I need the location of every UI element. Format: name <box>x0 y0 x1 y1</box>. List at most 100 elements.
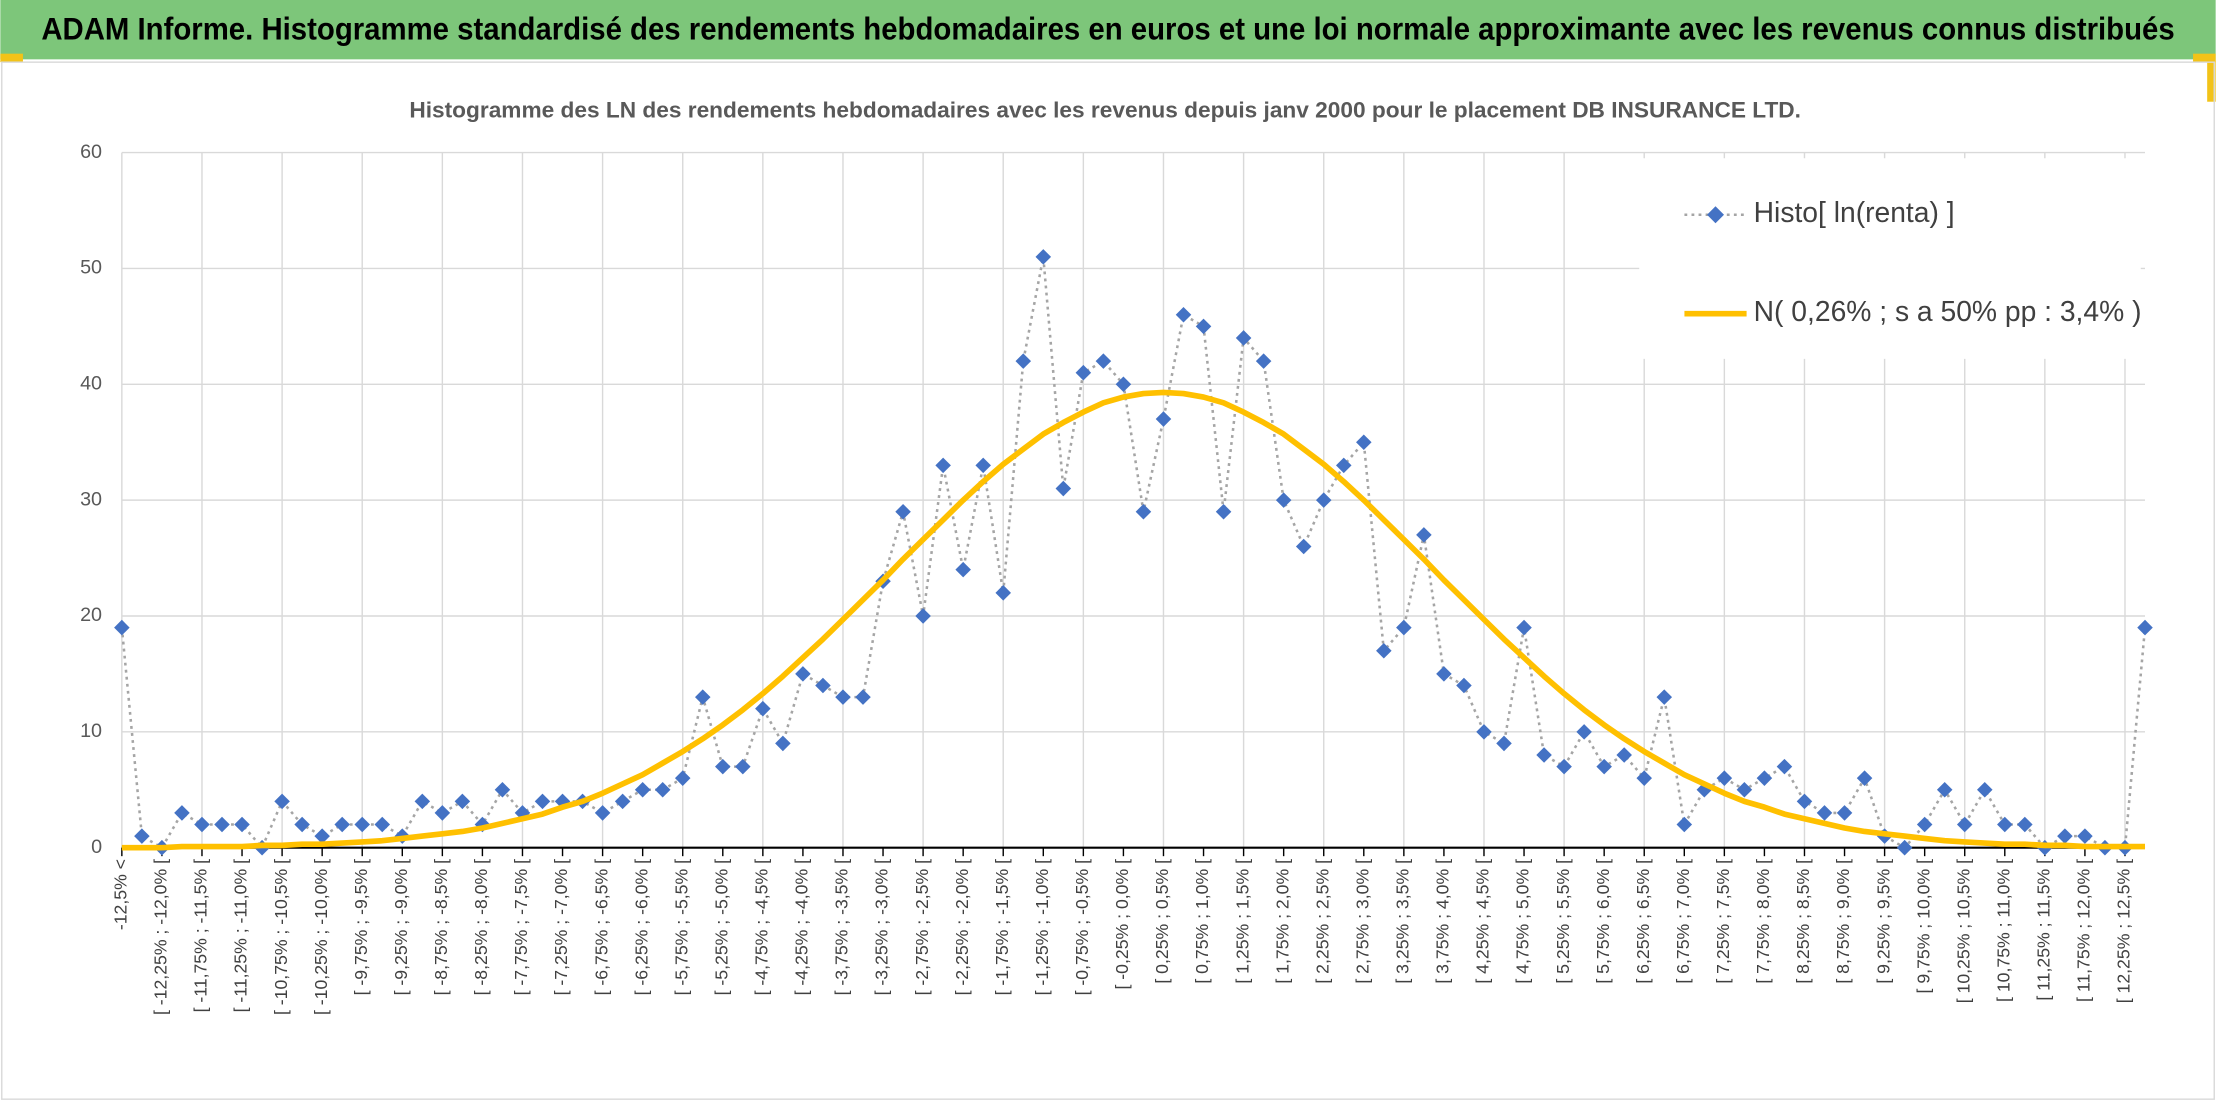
y-tick-label: 0 <box>91 836 102 858</box>
data-point <box>1416 527 1432 543</box>
x-tick-label: [ -4,25% ; -4,0% [ <box>792 859 812 995</box>
x-tick-label: [ 0,75% ; 1,0% [ <box>1192 859 1212 984</box>
data-point <box>755 700 771 717</box>
x-tick-label: [ 9,25% ; 9,5% [ <box>1873 859 1893 984</box>
x-tick-label: [ 11,75% ; 12,0% [ <box>2074 859 2094 1002</box>
data-point <box>214 816 230 833</box>
series-line <box>121 389 2146 851</box>
x-tick-label: [ 6,25% ; 6,5% [ <box>1633 859 1653 984</box>
data-point <box>855 689 871 705</box>
x-tick-label: [ -12,25% ; -12,0% [ <box>151 859 171 1015</box>
data-point <box>1776 758 1793 775</box>
side-accent <box>2207 59 2216 102</box>
data-point <box>1916 816 1933 833</box>
x-tick-label: [ 3,25% ; 3,5% [ <box>1393 859 1413 984</box>
data-point <box>1376 642 1392 659</box>
data-point <box>374 816 391 833</box>
y-tick-label: 20 <box>80 604 102 626</box>
data-point <box>1516 619 1532 636</box>
data-point <box>775 735 791 752</box>
x-tick-label: [ 8,25% ; 8,5% [ <box>1793 859 1813 984</box>
x-tick-label: [ -8,75% ; -8,5% [ <box>431 859 451 995</box>
x-tick-label: [ -11,75% ; -11,5% [ <box>191 859 211 1013</box>
data-point <box>735 758 751 775</box>
data-point <box>1275 492 1292 508</box>
x-tick-label: [ -9,75% ; -9,5% [ <box>351 859 371 995</box>
x-tick-label: [ -3,25% ; -3,0% [ <box>872 859 892 995</box>
data-point <box>434 805 451 821</box>
data-point <box>694 689 711 705</box>
data-point <box>1335 457 1352 474</box>
data-point <box>1356 434 1372 450</box>
data-point <box>1856 770 1873 786</box>
data-point <box>2017 816 2033 833</box>
x-tick-label: [ 5,75% ; 6,0% [ <box>1593 859 1613 984</box>
data-point <box>1836 805 1853 821</box>
data-point <box>1576 724 1592 740</box>
x-tick-label: [ -0,25% ; 0,0% [ <box>1112 859 1132 990</box>
y-tick-label: 60 <box>80 141 102 163</box>
data-point <box>835 689 851 705</box>
data-point <box>534 793 551 810</box>
legend-label: Histo[ ln(renta) ] <box>1754 196 1955 228</box>
x-tick-label: [ 4,25% ; 4,5% [ <box>1473 859 1493 984</box>
data-point <box>795 666 811 682</box>
data-point <box>1075 364 1092 381</box>
data-point <box>1315 492 1332 508</box>
data-point <box>1756 770 1773 786</box>
data-point <box>815 677 831 694</box>
data-point <box>1115 376 1132 393</box>
data-point <box>1796 793 1813 810</box>
data-point <box>1496 735 1512 752</box>
data-point <box>1235 330 1252 346</box>
data-point <box>975 457 991 474</box>
data-point <box>1476 724 1492 740</box>
y-tick-label: 50 <box>80 257 102 279</box>
x-tick-label: [ -4,75% ; -4,5% [ <box>752 859 772 995</box>
x-tick-label: [ 1,25% ; 1,5% [ <box>1232 859 1252 984</box>
data-point <box>1596 758 1612 775</box>
chart-border <box>1 61 2215 1100</box>
x-tick-label: [ 1,75% ; 2,0% [ <box>1272 859 1292 984</box>
data-point <box>1035 249 1052 265</box>
x-tick-label: [ -1,25% ; -1,0% [ <box>1032 859 1052 995</box>
data-point <box>1536 747 1552 763</box>
data-point <box>114 619 130 636</box>
x-tick-label: [ -3,75% ; -3,5% [ <box>832 859 852 995</box>
header-accent <box>2193 53 2216 63</box>
x-tick-label: [ -0,75% ; -0,5% [ <box>1072 859 1092 995</box>
x-tick-label: [ 2,25% ; 2,5% [ <box>1312 859 1332 984</box>
x-tick-label: [ -11,25% ; -11,0% [ <box>231 859 251 1013</box>
legend-box <box>1639 158 2141 359</box>
x-tick-label: [ 4,75% ; 5,0% [ <box>1513 859 1533 984</box>
data-point <box>1396 619 1412 636</box>
data-point <box>234 816 250 833</box>
legend-label: N( 0,26% ; s a 50% pp : 3,4% ) <box>1754 295 2142 327</box>
x-tick-label: [ 7,75% ; 8,0% [ <box>1753 859 1773 984</box>
x-tick-label: -12,5% < <box>111 859 131 930</box>
legend: Histo[ ln(renta) ] N( 0,26% ; s a 50% pp … <box>1639 158 2142 359</box>
data-point <box>674 770 691 786</box>
data-point <box>1716 770 1733 786</box>
data-point <box>955 561 971 578</box>
x-tick-label: [ -1,75% ; -1,5% [ <box>992 859 1012 995</box>
data-point <box>1936 781 1953 798</box>
data-point <box>134 828 150 844</box>
data-point <box>1896 839 1913 856</box>
x-tick-label: [ -8,25% ; -8,0% [ <box>471 859 491 995</box>
x-tick-label: [ 7,25% ; 7,5% [ <box>1713 859 1733 984</box>
x-tick-label: [ -5,75% ; -5,5% [ <box>671 859 691 995</box>
data-point <box>1556 758 1572 775</box>
header-title: ADAM Informe. Histogramme standardisé de… <box>41 11 2174 46</box>
data-point <box>2077 828 2093 844</box>
data-point <box>1055 480 1072 497</box>
data-point <box>2137 619 2153 636</box>
x-tick-label: [ 11,25% ; 11,5% [ <box>2034 859 2054 1001</box>
data-point <box>1736 781 1753 798</box>
data-point <box>1095 353 1112 369</box>
x-tick-label: [ 6,75% ; 7,0% [ <box>1673 859 1693 984</box>
x-tick-label: [ -5,25% ; -5,0% [ <box>711 859 731 995</box>
data-point <box>1976 781 1993 798</box>
x-tick-label: [ -2,25% ; -2,0% [ <box>952 859 972 995</box>
